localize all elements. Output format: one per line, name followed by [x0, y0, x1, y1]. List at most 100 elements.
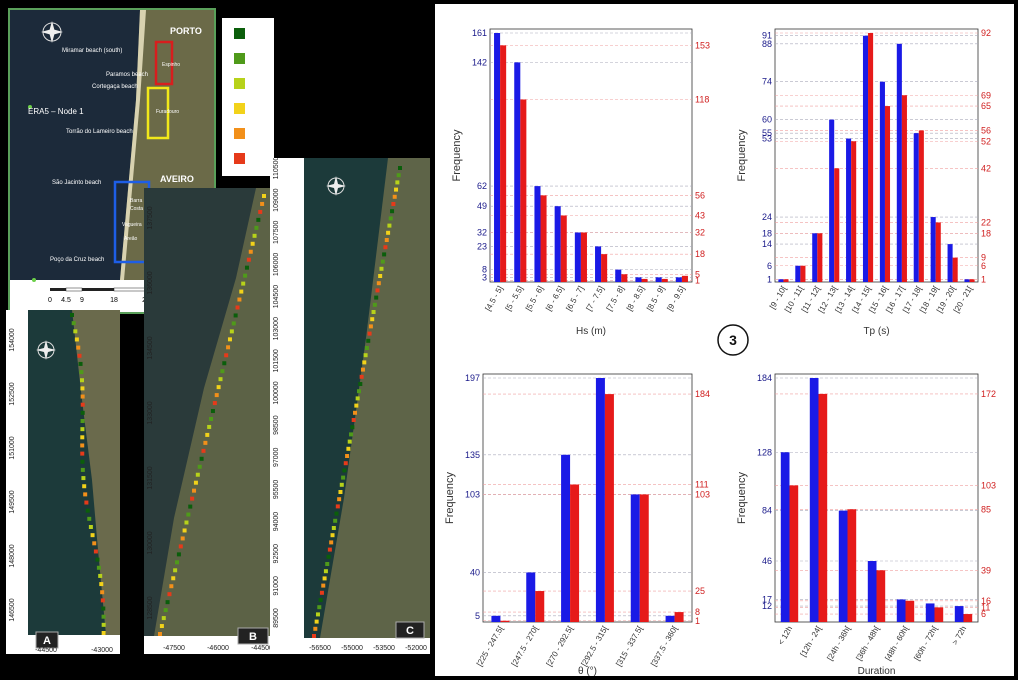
bar-series1 — [526, 572, 536, 622]
left-tick-label: 40 — [470, 567, 480, 577]
left-tick-label: 5 — [475, 611, 480, 621]
coast-marker — [83, 492, 88, 497]
category-label: [7 - 7.5] — [584, 285, 605, 313]
right-tick-label: 184 — [695, 389, 710, 399]
bar-series2 — [818, 393, 828, 622]
compass-icon — [36, 340, 56, 360]
right-tick-label: 153 — [695, 40, 710, 50]
category-label: [247.5 - 270[ — [510, 624, 541, 668]
bar-series1 — [795, 265, 801, 282]
compass-icon — [41, 21, 63, 43]
bar-series1 — [554, 206, 561, 282]
x-tick-label: -56500 — [309, 645, 331, 652]
coast-marker — [80, 402, 85, 407]
coast-marker — [80, 427, 85, 432]
right-tick-label: 32 — [695, 228, 705, 238]
left-tick-label: 24 — [762, 212, 772, 222]
bar-series2 — [868, 33, 874, 282]
red-box — [154, 40, 174, 86]
label-espinho: Espinho — [162, 62, 180, 68]
bar-series1 — [896, 599, 906, 622]
label-miramar: Miramar beach (south) — [62, 48, 122, 54]
coast-marker — [101, 614, 106, 619]
coast-marker — [173, 568, 178, 573]
bar-series1 — [846, 138, 852, 282]
bar-series2 — [560, 215, 567, 282]
label-costa-nova: Costa Nova — [130, 206, 156, 212]
coast-marker — [80, 451, 85, 456]
coast-marker — [80, 410, 85, 415]
left-tick-label: 46 — [762, 556, 772, 566]
y-tick-label: 133000 — [147, 401, 154, 424]
legend-swatch — [234, 128, 245, 139]
bar-series2 — [601, 254, 608, 282]
legend-swatch — [234, 28, 245, 39]
coast-marker — [81, 476, 86, 481]
left-tick-label: 55 — [762, 128, 772, 138]
bar-series1 — [862, 35, 869, 283]
left-tick-label: 49 — [477, 201, 487, 211]
plot-area — [489, 28, 693, 283]
compass-icon — [326, 176, 346, 196]
left-tick-label: 74 — [762, 77, 772, 87]
category-label: [270 - 292.5[ — [545, 624, 576, 668]
plot-area — [774, 28, 979, 283]
bar-series2 — [604, 394, 614, 622]
coast-marker — [248, 249, 253, 254]
coast-marker — [333, 518, 338, 523]
bar-series2 — [934, 607, 944, 622]
coast-marker — [256, 217, 261, 222]
bar-series1 — [595, 378, 605, 622]
right-tick-label: 16 — [981, 596, 991, 606]
coast-marker — [197, 464, 202, 469]
coast-marker — [339, 482, 344, 487]
y-tick-label: 104500 — [273, 285, 280, 308]
coast-marker — [262, 194, 266, 198]
coast-marker — [342, 468, 347, 473]
color-legend — [222, 18, 274, 176]
bar-series2 — [540, 195, 547, 282]
coast-marker — [375, 288, 380, 293]
coast-marker — [76, 345, 81, 350]
bar-series2 — [884, 106, 891, 283]
y-tick-label: 128500 — [147, 596, 154, 619]
right-tick-label: 56 — [695, 190, 705, 200]
coast-marker — [370, 317, 375, 322]
y-tick-label: 89500 — [273, 608, 280, 628]
y-tick-label: 151000 — [9, 436, 16, 459]
coast-marker — [231, 321, 236, 326]
x-tick-label: -47500 — [163, 645, 185, 652]
left-tick-label: 184 — [757, 373, 772, 383]
bar-series2 — [963, 614, 973, 622]
coast-marker — [80, 378, 85, 383]
left-tick-label: 88 — [762, 39, 772, 49]
bar-series1 — [930, 217, 936, 282]
coast-marker — [190, 496, 195, 501]
y-tick-label: 130000 — [147, 531, 154, 554]
x-tick-label: -52000 — [405, 645, 427, 652]
left-tick-label: 23 — [477, 241, 487, 251]
category-label: > 72h — [950, 625, 968, 647]
coast-marker — [329, 540, 334, 545]
bar-series1 — [780, 452, 790, 622]
bar-series2 — [500, 620, 510, 622]
category-label: [337.5 - 360[ — [649, 624, 680, 668]
label-poco-cruz: Poço da Cruz beach — [50, 257, 104, 263]
right-tick-label: 1 — [695, 275, 700, 285]
right-tick-label: 9 — [981, 253, 986, 263]
bar-series2 — [952, 257, 958, 282]
label-furadouro: Furadouro — [156, 109, 179, 115]
coast-marker — [229, 329, 234, 334]
bar-series1 — [925, 603, 935, 622]
y-tick-label: 106000 — [273, 253, 280, 276]
bar-series1 — [896, 43, 902, 283]
coast-marker — [254, 225, 259, 230]
coast-marker — [227, 337, 232, 342]
category-label: [24h - 36h[ — [825, 624, 852, 662]
coast-marker — [382, 252, 387, 257]
coast-marker — [337, 497, 342, 502]
coast-marker — [379, 266, 384, 271]
map-label-c: C — [406, 625, 414, 637]
coast-marker — [184, 520, 189, 525]
right-tick-label: 111 — [695, 480, 709, 490]
